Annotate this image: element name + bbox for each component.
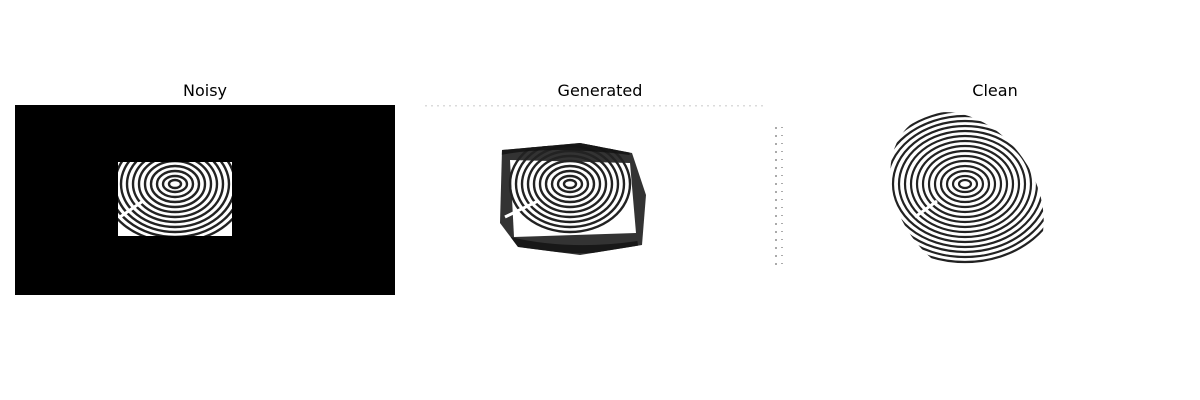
panel-title-generated: Generated xyxy=(557,81,643,100)
noisy-image xyxy=(15,105,395,295)
panel-title-clean: Clean xyxy=(972,81,1018,100)
panel-title-noisy: Noisy xyxy=(182,81,227,100)
generated-image xyxy=(410,105,790,295)
clean-image xyxy=(805,105,1185,295)
